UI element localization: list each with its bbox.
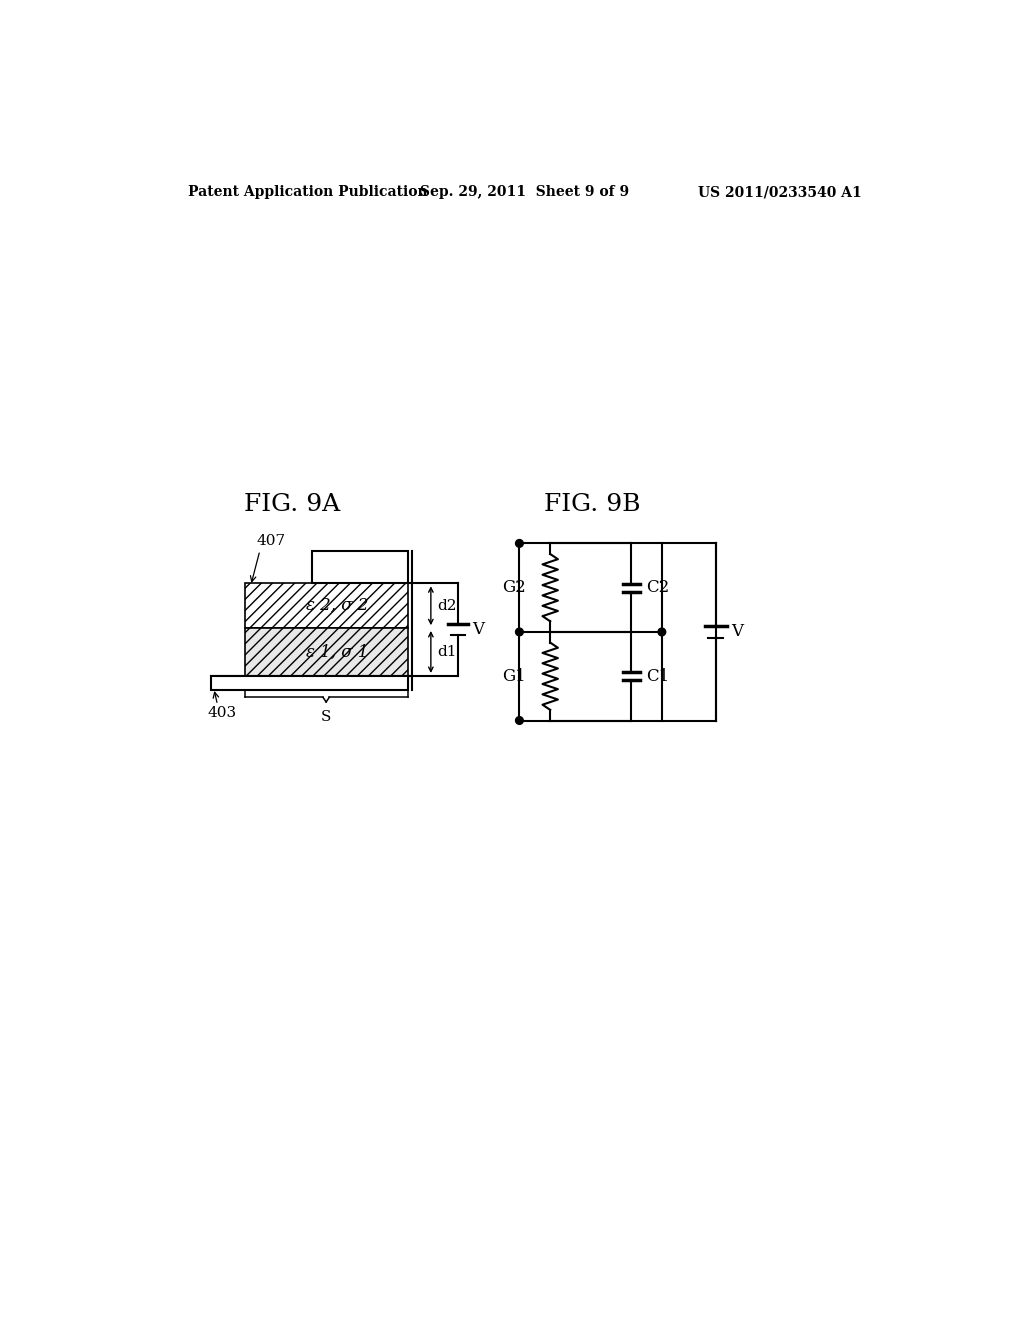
Text: d2: d2 xyxy=(437,599,457,612)
Text: V: V xyxy=(472,622,484,638)
Bar xyxy=(245,628,408,676)
Bar xyxy=(311,552,408,583)
Bar xyxy=(245,583,408,628)
Text: Sep. 29, 2011  Sheet 9 of 9: Sep. 29, 2011 Sheet 9 of 9 xyxy=(420,185,630,199)
Text: S: S xyxy=(321,710,332,723)
Text: C2: C2 xyxy=(646,579,670,597)
Text: US 2011/0233540 A1: US 2011/0233540 A1 xyxy=(698,185,862,199)
Text: G2: G2 xyxy=(502,579,525,597)
Text: ε 2, σ 2: ε 2, σ 2 xyxy=(306,597,369,614)
Text: ε 1, σ 1: ε 1, σ 1 xyxy=(306,643,369,660)
Circle shape xyxy=(515,628,523,636)
Text: 403: 403 xyxy=(208,706,237,719)
Text: G1: G1 xyxy=(502,668,525,685)
Text: 407: 407 xyxy=(256,535,286,548)
Circle shape xyxy=(515,540,523,548)
Circle shape xyxy=(658,628,666,636)
Bar xyxy=(211,676,408,689)
Text: d1: d1 xyxy=(437,645,457,659)
Text: FIG. 9A: FIG. 9A xyxy=(244,494,340,516)
Text: FIG. 9B: FIG. 9B xyxy=(545,494,641,516)
Circle shape xyxy=(515,717,523,725)
Text: V: V xyxy=(731,623,743,640)
Text: C1: C1 xyxy=(646,668,670,685)
Text: Patent Application Publication: Patent Application Publication xyxy=(188,185,428,199)
